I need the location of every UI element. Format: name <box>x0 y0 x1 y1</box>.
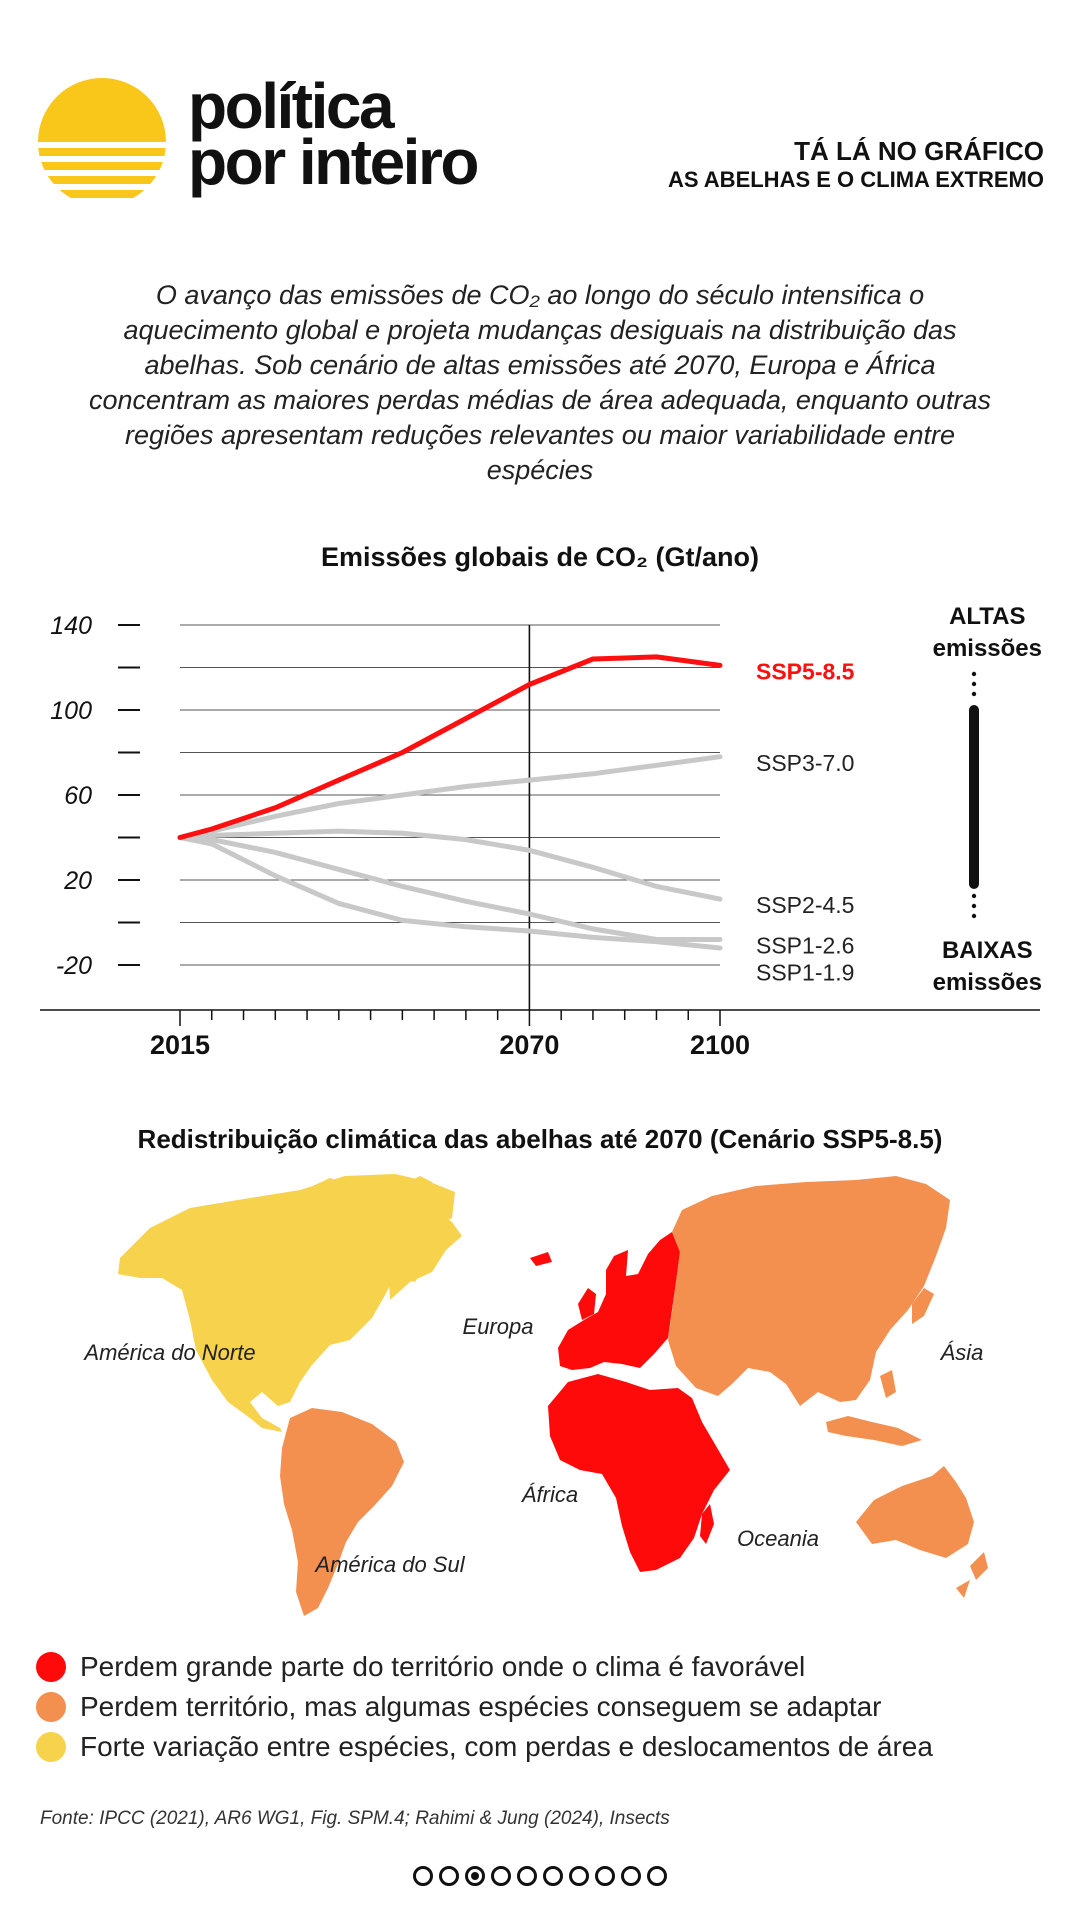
series-label-ssp5-8.5: SSP5-8.5 <box>756 658 855 684</box>
page-dot[interactable] <box>595 1866 615 1886</box>
header-title: TÁ LÁ NO GRÁFICO <box>794 136 1044 166</box>
page-dot[interactable] <box>621 1866 641 1886</box>
carousel-pagination <box>0 1866 1080 1886</box>
header-subtitle: AS ABELHAS E O CLIMA EXTREMO <box>667 167 1044 192</box>
brand-logo-icon <box>38 78 166 198</box>
series-label-ssp2-4.5: SSP2-4.5 <box>756 892 854 918</box>
map-title: Redistribuição climática das abelhas até… <box>137 1124 943 1154</box>
world-map: América do Norte América do Sul Europa Á… <box>82 1174 988 1616</box>
scale-dot <box>971 681 977 687</box>
intro-paragraph: O avanço das emissões de CO₂ ao longo do… <box>88 280 992 485</box>
header-tag: TÁ LÁ NO GRÁFICO AS ABELHAS E O CLIMA EX… <box>668 136 1044 194</box>
map-legend: Perdem grande parte do território onde o… <box>36 1647 933 1767</box>
legend-label-yellow: Forte variação entre espécies, com perda… <box>80 1731 933 1762</box>
chart-title: Emissões globais de CO₂ (Gt/ano) <box>320 542 760 572</box>
scale-dot <box>971 903 977 909</box>
page-dot[interactable] <box>647 1866 667 1886</box>
legend-item-orange: Perdem território, mas algumas espécies … <box>36 1687 933 1727</box>
page-dot[interactable] <box>517 1866 537 1886</box>
series-label-ssp1-2.6: SSP1-2.6 <box>756 933 854 959</box>
source-note: Fonte: IPCC (2021), AR6 WG1, Fig. SPM.4;… <box>40 1808 670 1829</box>
legend-item-yellow: Forte variação entre espécies, com perda… <box>36 1727 933 1767</box>
x-tick-label: 2100 <box>690 1030 750 1060</box>
region-europe-iceland <box>530 1252 552 1266</box>
series-line-ssp5-8.5 <box>177 654 723 840</box>
y-tick-label: 60 <box>64 782 92 810</box>
y-tick-label: 20 <box>63 867 92 895</box>
x-tick-label: 2070 <box>499 1030 559 1060</box>
series-label-ssp1-1.9: SSP1-1.9 <box>756 960 854 986</box>
legend-dot-yellow <box>36 1732 66 1762</box>
y-tick-label: 100 <box>50 697 92 725</box>
region-north-america <box>118 1174 455 1432</box>
region-oceania <box>856 1466 974 1558</box>
region-north-america-islands <box>268 1178 360 1226</box>
low-emissions-label: BAIXAS emissões <box>933 935 1042 999</box>
legend-label-red: Perdem grande parte do território onde o… <box>80 1651 806 1682</box>
region-north-america-greenland <box>388 1176 462 1300</box>
brand-wordmark: política por inteiro <box>188 70 479 198</box>
brand-line-2: por inteiro <box>188 126 479 198</box>
y-tick-label: 140 <box>50 612 92 640</box>
series-line-ssp3-7.0 <box>177 754 723 840</box>
scale-dot <box>971 913 977 919</box>
region-label-south-america: América do Sul <box>313 1552 465 1577</box>
series-label-ssp3-7.0: SSP3-7.0 <box>756 750 854 776</box>
region-label-europe: Europa <box>463 1314 534 1339</box>
region-label-asia: Ásia <box>940 1340 984 1365</box>
region-asia-philippines <box>880 1370 896 1398</box>
page-dot[interactable] <box>491 1866 511 1886</box>
scale-dot <box>971 671 977 677</box>
scale-dot <box>971 893 977 899</box>
legend-dot-red <box>36 1652 66 1682</box>
region-south-america <box>280 1408 404 1616</box>
region-europe-uk <box>578 1288 596 1320</box>
page-dot[interactable] <box>465 1866 485 1886</box>
region-africa <box>548 1374 730 1572</box>
brand-line-1: política <box>188 70 395 142</box>
legend-item-red: Perdem grande parte do território onde o… <box>36 1647 933 1687</box>
region-asia <box>668 1176 950 1406</box>
page-dot[interactable] <box>439 1866 459 1886</box>
legend-dot-orange <box>36 1692 66 1722</box>
series-line-ssp1-1.9 <box>177 835 723 951</box>
series-line-ssp2-4.5 <box>177 828 723 902</box>
region-oceania-new-zealand <box>956 1552 988 1598</box>
region-europe <box>558 1232 680 1370</box>
high-emissions-label-1: ALTAS <box>949 603 1026 630</box>
high-emissions-label-2: emissões <box>932 635 1042 662</box>
low-emissions-label-1: BAIXAS <box>941 937 1033 964</box>
page-dot[interactable] <box>543 1866 563 1886</box>
low-emissions-label-2: emissões <box>932 969 1042 996</box>
region-asia-japan <box>912 1288 934 1324</box>
region-africa-madagascar <box>700 1504 714 1544</box>
region-label-oceania: Oceania <box>737 1526 819 1551</box>
region-asia-indonesia <box>826 1416 922 1446</box>
page-dot[interactable] <box>413 1866 433 1886</box>
region-label-north-america: América do Norte <box>82 1340 255 1365</box>
scale-dot <box>971 691 977 697</box>
y-tick-label: -20 <box>56 952 92 980</box>
high-emissions-label: ALTAS emissões <box>933 601 1042 665</box>
region-label-africa: África <box>521 1482 578 1507</box>
page-dot[interactable] <box>569 1866 589 1886</box>
legend-label-orange: Perdem território, mas algumas espécies … <box>80 1691 882 1722</box>
series-line-ssp1-2.6 <box>177 835 723 942</box>
co2-emissions-chart: 140 100 60 20 -20 2015 2070 2100 SSP5-8.5 SSP3-7.… <box>40 612 1040 1060</box>
x-tick-label: 2015 <box>150 1030 210 1060</box>
